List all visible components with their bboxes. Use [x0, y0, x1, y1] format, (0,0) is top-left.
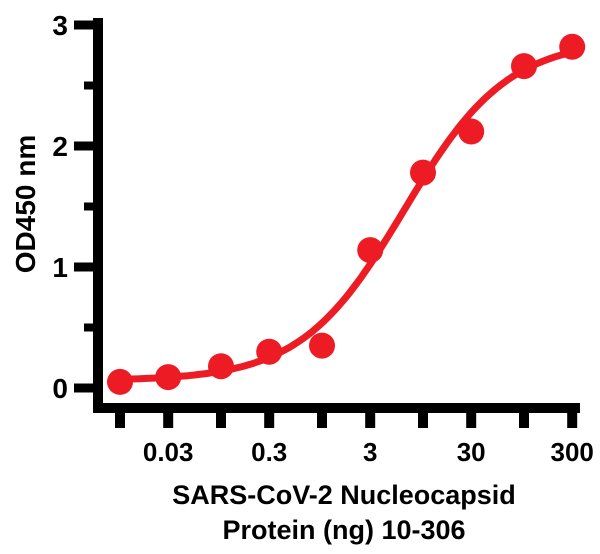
- x-axis-title-line1: SARS-CoV-2 Nucleocapsid: [172, 480, 516, 510]
- y-tick-label: 2: [52, 131, 68, 162]
- data-points-group: [107, 33, 586, 395]
- y-major-tick: [74, 20, 94, 30]
- y-axis-line: [93, 18, 103, 413]
- y-minor-tick: [84, 323, 94, 332]
- y-axis-title: OD450 nm: [10, 135, 41, 274]
- data-point: [559, 33, 586, 60]
- y-tick-label: 1: [52, 252, 68, 283]
- x-tick-label: 300: [550, 437, 593, 467]
- x-tick: [216, 411, 226, 428]
- y-tick-label: 0: [52, 373, 68, 404]
- x-axis-title-line2: Protein (ng) 10-306: [222, 515, 465, 545]
- data-point: [511, 53, 537, 80]
- data-point: [155, 364, 182, 391]
- x-tick: [365, 411, 376, 428]
- data-point: [357, 237, 384, 264]
- x-tick: [418, 411, 428, 428]
- axes-group: 0 1 2 3 0.03 0.3 3 30 300: [52, 10, 593, 467]
- data-point: [410, 159, 436, 186]
- x-tick: [264, 411, 275, 428]
- data-point: [458, 118, 485, 145]
- y-minor-tick: [84, 81, 94, 90]
- x-tick-label: 30: [457, 437, 486, 467]
- data-point: [208, 353, 234, 380]
- x-tick-label: 0.03: [143, 437, 194, 467]
- fit-curve: [116, 48, 576, 383]
- x-tick-label: 0.3: [251, 437, 287, 467]
- x-tick: [317, 411, 327, 428]
- x-tick: [466, 411, 477, 428]
- x-tick-label: 3: [363, 437, 377, 467]
- y-minor-tick: [84, 202, 94, 211]
- data-point: [309, 332, 335, 359]
- data-point: [256, 338, 283, 365]
- x-tick: [115, 411, 125, 428]
- y-major-tick: [74, 262, 94, 272]
- y-major-tick: [74, 383, 94, 393]
- x-tick: [519, 411, 529, 428]
- x-tick: [567, 411, 578, 428]
- x-tick: [163, 411, 174, 428]
- data-point: [107, 368, 133, 395]
- y-tick-label: 3: [52, 10, 68, 41]
- x-axis-line: [93, 403, 580, 413]
- y-major-tick: [74, 141, 94, 151]
